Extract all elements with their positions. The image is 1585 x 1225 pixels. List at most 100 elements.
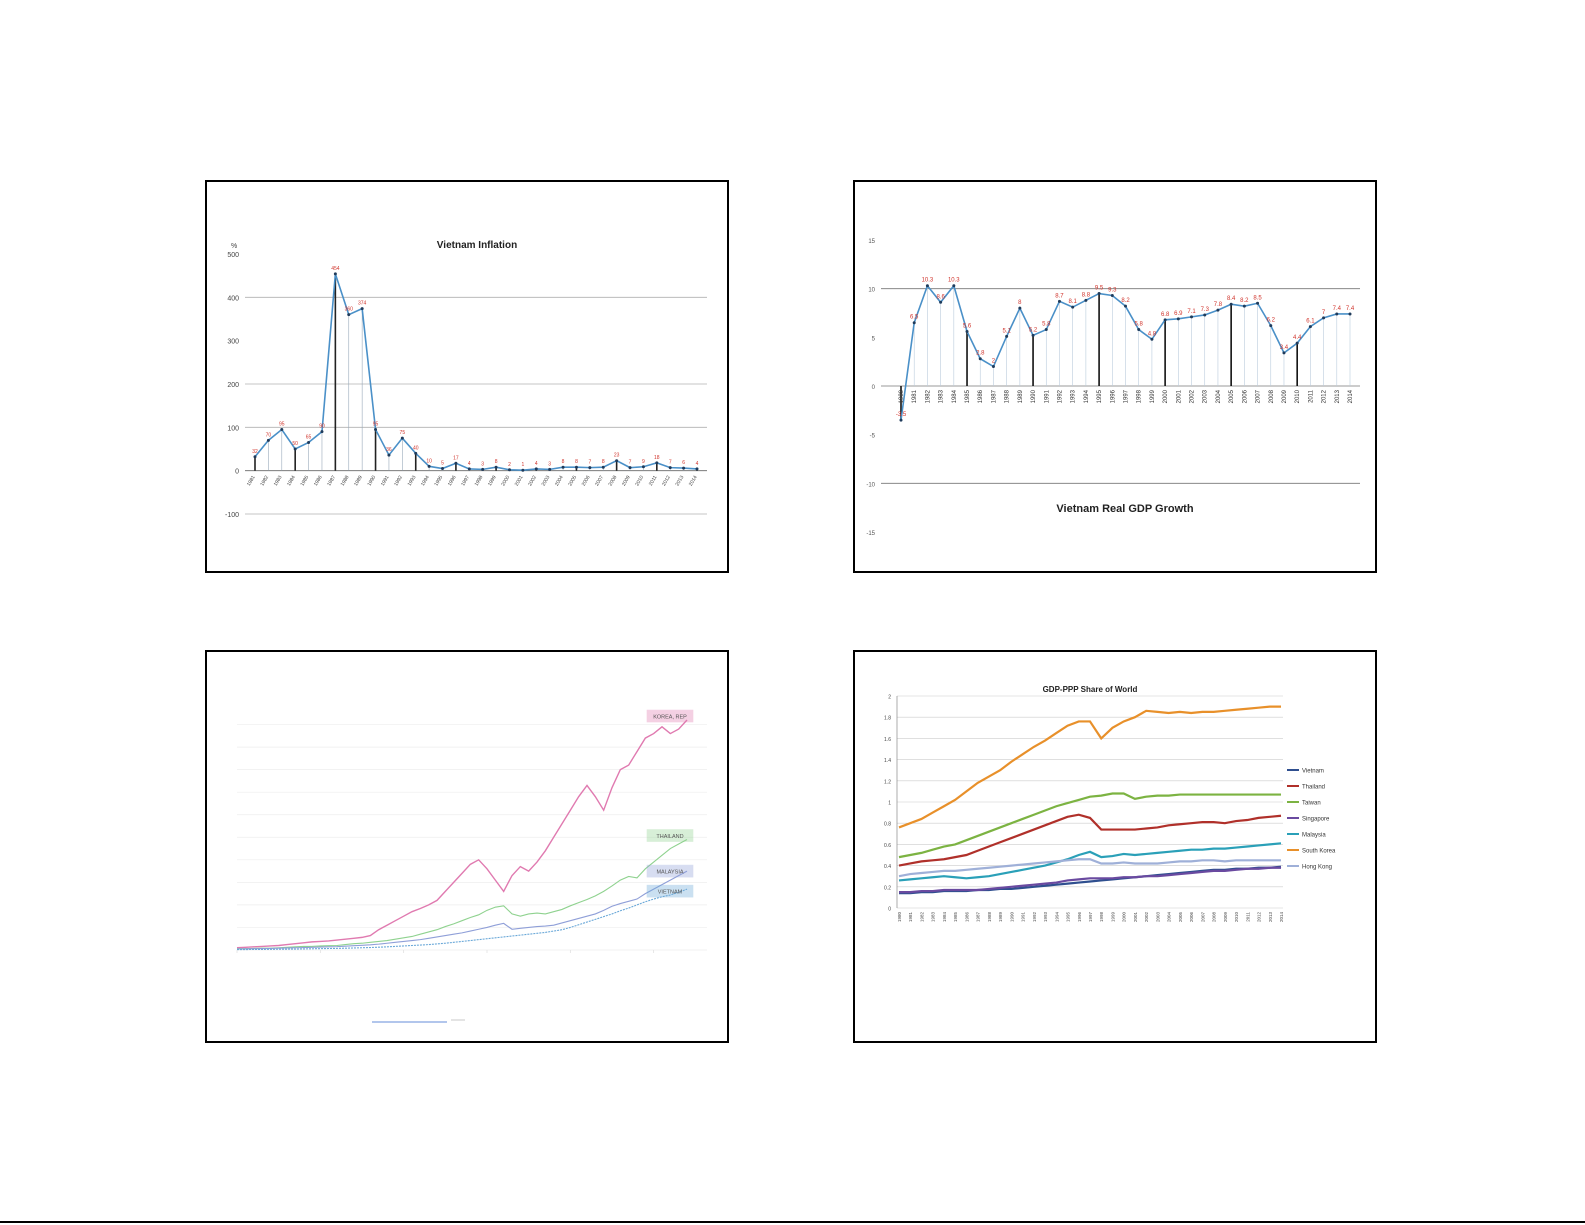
x-tick-label: 1998 xyxy=(1137,389,1143,403)
y-tick-label: 100 xyxy=(227,425,239,432)
data-point xyxy=(655,461,659,465)
data-point xyxy=(400,436,404,440)
data-point xyxy=(1229,302,1233,306)
data-point xyxy=(1203,313,1207,317)
x-tick-label: 1986 xyxy=(313,474,324,487)
x-tick-label: 2005 xyxy=(567,474,578,487)
data-point xyxy=(1124,304,1127,308)
data-label: 9 xyxy=(642,459,645,465)
x-tick-label: 2003 xyxy=(1155,912,1160,923)
x-tick-label: 1981 xyxy=(912,389,918,403)
data-label: 7.4 xyxy=(1346,306,1355,312)
series-line xyxy=(236,870,688,950)
data-label: 32 xyxy=(252,449,258,455)
data-label: 8 xyxy=(575,459,578,465)
x-tick-label: 2012 xyxy=(661,474,672,487)
data-label: 10 xyxy=(426,458,432,464)
x-tick-label: 1994 xyxy=(1054,912,1059,923)
data-label: 1 xyxy=(521,462,524,468)
data-label: 7.8 xyxy=(1214,302,1223,308)
y-tick-label: 1.4 xyxy=(884,758,891,764)
data-label: 7 xyxy=(629,460,632,466)
series-callout-box xyxy=(646,864,694,878)
x-tick-label: 2002 xyxy=(1190,389,1196,403)
data-point xyxy=(1031,333,1035,337)
x-tick-label: 2000 xyxy=(1163,389,1169,403)
x-tick-label: 2007 xyxy=(1256,389,1262,403)
data-point xyxy=(1163,318,1167,322)
y-tick-label: 1.2 xyxy=(884,779,891,785)
series-line xyxy=(236,719,688,949)
data-point xyxy=(347,313,351,317)
y-axis-label: % xyxy=(231,243,237,250)
x-tick-label: 2006 xyxy=(581,474,592,487)
data-point xyxy=(320,430,324,434)
data-label: 8.6 xyxy=(936,294,945,300)
data-point xyxy=(1044,328,1048,332)
x-tick-label: 1989 xyxy=(1018,389,1024,403)
y-tick-label: 1.6 xyxy=(884,737,891,743)
x-tick-label: 1992 xyxy=(393,474,404,487)
data-point xyxy=(1190,315,1194,319)
y-tick-label: 10 xyxy=(868,288,875,294)
data-label: 4 xyxy=(535,461,538,467)
data-point xyxy=(601,465,605,469)
x-tick-label: 1999 xyxy=(1110,912,1115,923)
x-tick-label: 1982 xyxy=(919,912,924,923)
x-tick-label: 1996 xyxy=(447,474,458,487)
x-tick-label: 2004 xyxy=(1216,389,1222,403)
x-tick-label: 2000 xyxy=(500,474,511,487)
data-label: 6.1 xyxy=(1306,319,1315,325)
data-point xyxy=(912,321,916,325)
data-label: 6 xyxy=(682,460,685,466)
data-label: 7.1 xyxy=(1187,309,1196,315)
data-label: 9.5 xyxy=(1095,286,1104,292)
x-tick-label: 2009 xyxy=(621,474,632,487)
series-line xyxy=(898,813,1282,867)
series-callout-box xyxy=(646,884,694,898)
data-point xyxy=(939,300,943,304)
x-tick-label: 1993 xyxy=(1043,912,1048,923)
data-point xyxy=(1256,301,1260,305)
x-tick-label: 1988 xyxy=(987,912,992,923)
y-tick-label: 300 xyxy=(227,339,239,346)
data-label: 40 xyxy=(413,445,419,451)
data-point xyxy=(427,464,431,468)
slide-vietnam-inflation: -100 0 100 200 300 400 500% Vietnam Inflation 32… xyxy=(205,180,729,573)
y-tick-label: -10 xyxy=(866,482,875,488)
data-point xyxy=(1282,351,1286,355)
data-label: 18 xyxy=(654,455,660,461)
data-point xyxy=(952,284,956,288)
x-tick-label: 2006 xyxy=(1242,389,1248,403)
data-point xyxy=(1005,334,1009,338)
data-label: 8 xyxy=(562,459,565,465)
series-callout-label: THAILAND xyxy=(656,834,683,840)
data-point xyxy=(360,307,364,311)
x-tick-label: 1997 xyxy=(460,474,471,487)
data-label: 75 xyxy=(400,430,406,436)
series-line xyxy=(898,842,1282,882)
x-tick-label: 2013 xyxy=(675,474,686,487)
chart-title: Vietnam Real GDP Growth xyxy=(1056,503,1193,515)
x-tick-label: 1996 xyxy=(1077,912,1082,923)
x-tick-label: 2002 xyxy=(1144,912,1149,923)
data-point xyxy=(266,438,270,442)
data-point xyxy=(280,428,284,431)
data-point xyxy=(991,365,995,369)
data-point xyxy=(534,467,538,471)
data-label: 8 xyxy=(1018,300,1022,306)
data-label: 50 xyxy=(292,441,298,447)
data-label: 374 xyxy=(358,301,367,307)
data-label: 17 xyxy=(453,455,459,461)
x-tick-label: 2004 xyxy=(1167,912,1172,923)
x-tick-label: 1980 xyxy=(899,389,905,403)
y-tick-label: 15 xyxy=(868,239,875,245)
data-label: 8 xyxy=(495,459,498,465)
data-label: 8.2 xyxy=(1121,298,1130,304)
data-label: 8.5 xyxy=(1253,295,1262,301)
x-tick-label: 1982 xyxy=(925,389,931,403)
x-tick-label: 2004 xyxy=(554,474,565,487)
data-label: 6.2 xyxy=(1267,318,1276,324)
data-label: 65 xyxy=(306,435,312,441)
